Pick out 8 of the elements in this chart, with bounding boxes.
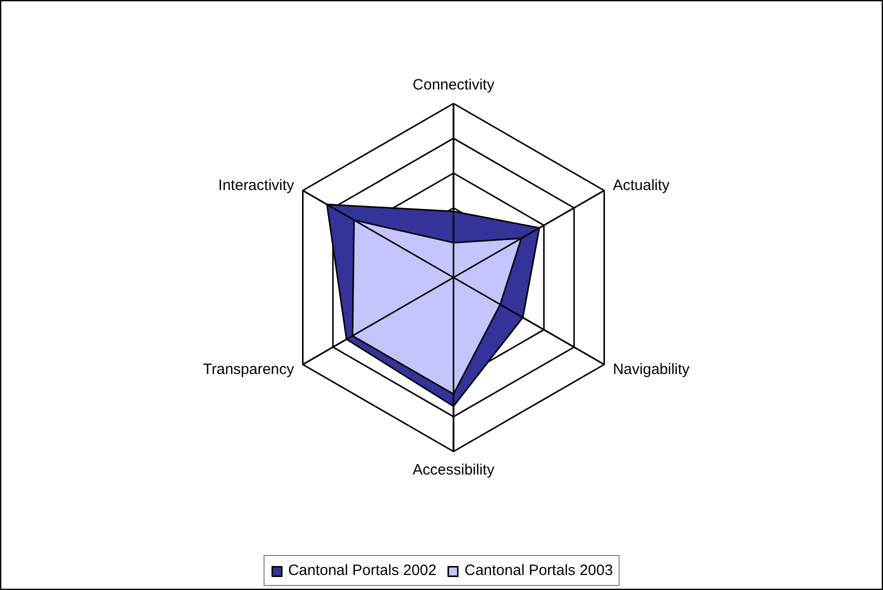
spoke-label: Accessibility	[412, 462, 495, 478]
legend-label: Cantonal Portals 2002	[288, 562, 436, 579]
legend-label: Cantonal Portals 2003	[464, 562, 613, 579]
spoke-label: Interactivity	[218, 177, 295, 194]
spoke-label: Navigability	[612, 361, 690, 378]
spoke-label: Transparency	[203, 361, 295, 378]
spoke-label: Actuality	[612, 177, 670, 194]
spoke-label: Connectivity	[412, 76, 495, 94]
